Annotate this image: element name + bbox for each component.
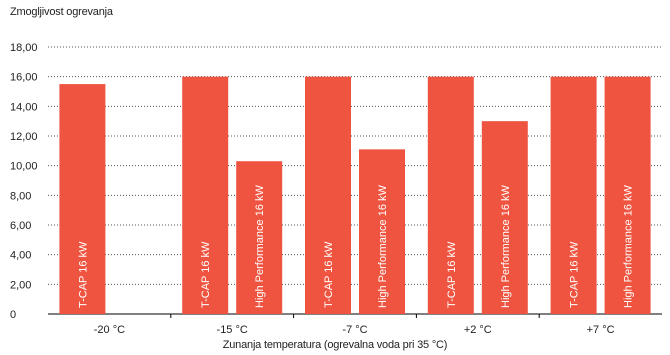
x-axis-title: Zunanja temperatura (ogrevalna voda pri … bbox=[222, 339, 448, 351]
bar-label: T-CAP 16 kW bbox=[569, 241, 581, 308]
bar bbox=[359, 149, 405, 314]
y-tick-label: 6,00 bbox=[10, 220, 31, 232]
bar-label: T-CAP 16 kW bbox=[200, 241, 212, 308]
bar-label: High Performance 16 kW bbox=[623, 185, 635, 308]
x-tick-label: +2 °C bbox=[464, 324, 492, 336]
y-tick-label: 14,00 bbox=[10, 101, 38, 113]
x-tick-label: +7 °C bbox=[587, 324, 615, 336]
bar-label: High Performance 16 kW bbox=[254, 185, 266, 308]
y-tick-label: 4,00 bbox=[10, 250, 31, 262]
bar bbox=[550, 76, 597, 315]
y-tick-label: 16,00 bbox=[10, 72, 38, 84]
bar bbox=[305, 76, 351, 315]
bar bbox=[59, 84, 106, 314]
bar-label: High Performance 16 kW bbox=[377, 185, 389, 308]
y-tick-label: 8,00 bbox=[10, 190, 31, 202]
y-tick-label: 2,00 bbox=[10, 279, 31, 291]
bar-label: T-CAP 16 kW bbox=[77, 241, 89, 308]
bar-label: High Performance 16 kW bbox=[500, 185, 512, 308]
y-tick-label: 12,00 bbox=[10, 131, 38, 143]
y-tick-label: 0 bbox=[10, 309, 16, 321]
bar bbox=[604, 76, 651, 315]
y-tick-label: 18,00 bbox=[10, 42, 38, 54]
y-tick-label: 10,00 bbox=[10, 161, 38, 173]
x-tick-label: -7 °C bbox=[342, 324, 367, 336]
bar bbox=[427, 76, 474, 315]
x-tick-label: -20 °C bbox=[94, 324, 125, 336]
bar-label: T-CAP 16 kW bbox=[446, 241, 458, 308]
bar bbox=[236, 161, 283, 314]
y-axis-title: Zmogljivost ogrevanja bbox=[10, 6, 113, 18]
bar bbox=[182, 76, 229, 315]
x-tick-label: -15 °C bbox=[217, 324, 248, 336]
bar-label: T-CAP 16 kW bbox=[323, 241, 335, 308]
bar bbox=[481, 121, 528, 315]
